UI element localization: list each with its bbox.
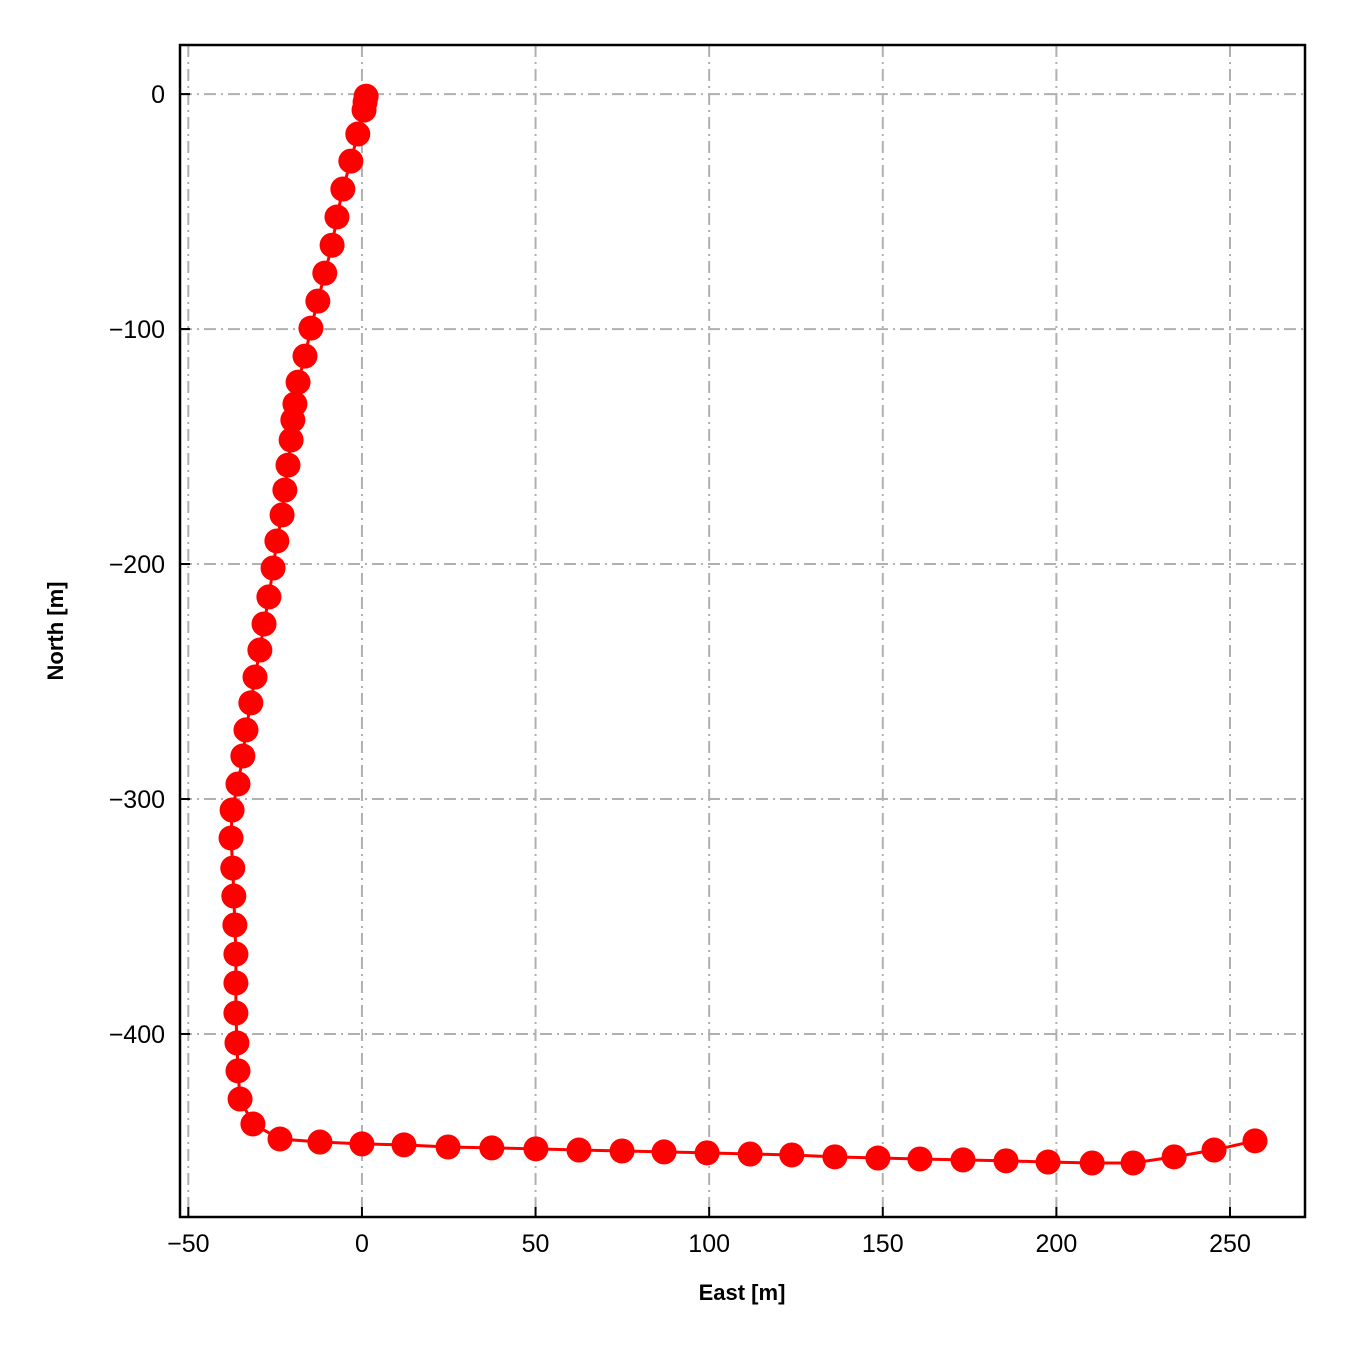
x-tick-label: 250	[1209, 1230, 1251, 1258]
trajectory-point	[221, 883, 247, 909]
trajectory-point	[391, 1132, 417, 1158]
y-tick-label: 0	[151, 81, 165, 109]
trajectory-point	[225, 1058, 251, 1084]
trajectory-point	[238, 690, 264, 716]
trajectory-point	[305, 288, 331, 314]
trajectory-point	[566, 1137, 592, 1163]
trajectory-point	[218, 825, 244, 851]
trajectory-point	[338, 148, 364, 174]
x-axis-label: East [m]	[699, 1280, 786, 1305]
trajectory-point	[260, 555, 286, 581]
trajectory-point	[292, 343, 318, 369]
trajectory-point	[609, 1138, 635, 1164]
x-tick-label: 50	[522, 1230, 550, 1258]
trajectory-point	[230, 743, 256, 769]
y-tick-label: −300	[109, 786, 165, 814]
x-tick-label: 100	[688, 1230, 730, 1258]
trajectory-point	[822, 1144, 848, 1170]
trajectory-point	[233, 717, 259, 743]
series-trajectory	[218, 83, 1268, 1176]
trajectory-point	[351, 97, 377, 123]
trajectory-point	[220, 855, 246, 881]
trajectory-point	[435, 1134, 461, 1160]
x-tick-label: 150	[862, 1230, 904, 1258]
x-tick-label: −50	[167, 1230, 209, 1258]
trajectory-point	[267, 1126, 293, 1152]
trajectory-point	[223, 941, 249, 967]
trajectory-point	[298, 315, 324, 341]
trajectory-line	[229, 95, 1256, 1165]
trajectory-point	[1242, 1128, 1268, 1154]
trajectory-point	[227, 1086, 253, 1112]
y-axis-label: North [m]	[43, 582, 68, 681]
trajectory-point	[256, 584, 282, 610]
trajectory-point	[242, 664, 268, 690]
trajectory-point	[1201, 1137, 1227, 1163]
trajectory-point	[1120, 1150, 1146, 1176]
trajectory-point	[264, 528, 290, 554]
trajectory-point	[865, 1145, 891, 1171]
trajectory-point	[651, 1139, 677, 1165]
trajectory-point	[223, 1000, 249, 1026]
trajectory-point	[349, 1131, 375, 1157]
trajectory-point	[312, 260, 338, 286]
trajectory-point	[269, 502, 295, 528]
ticks: −50 0 50 100 150 200 250 0 −100 −200 −300 −400	[109, 81, 1251, 1258]
trajectory-point	[779, 1142, 805, 1168]
x-tick-label: 0	[355, 1230, 369, 1258]
trajectory-point	[307, 1129, 333, 1155]
trajectory-point	[224, 1030, 250, 1056]
trajectory-point	[240, 1111, 266, 1137]
trajectory-point	[278, 427, 304, 453]
trajectory-point	[523, 1136, 549, 1162]
y-tick-label: −400	[109, 1021, 165, 1049]
trajectory-point	[247, 637, 273, 663]
trajectory-point	[285, 369, 311, 395]
plot-frame	[178, 43, 1307, 1219]
trajectory-point	[993, 1148, 1019, 1174]
trajectory-point	[219, 797, 245, 823]
trajectory-point	[345, 121, 371, 147]
trajectory-point	[272, 477, 298, 503]
trajectory-point	[907, 1146, 933, 1172]
trajectory-point	[950, 1147, 976, 1173]
trajectory-point	[319, 232, 345, 258]
trajectory-point	[737, 1141, 763, 1167]
trajectory-point	[324, 204, 350, 230]
grid	[180, 45, 1305, 1217]
trajectory-point	[479, 1135, 505, 1161]
trajectory-point	[222, 912, 248, 938]
trajectory-point	[275, 452, 301, 478]
y-tick-label: −100	[109, 316, 165, 344]
trajectory-point	[1035, 1149, 1061, 1175]
trajectory-point	[330, 176, 356, 202]
trajectory-point	[694, 1140, 720, 1166]
x-tick-label: 200	[1036, 1230, 1078, 1258]
trajectory-point	[1079, 1150, 1105, 1176]
trajectory-point	[1161, 1144, 1187, 1170]
trajectory-point	[223, 970, 249, 996]
y-tick-label: −200	[109, 551, 165, 579]
trajectory-point	[225, 771, 251, 797]
trajectory-point	[280, 407, 306, 433]
trajectory-point	[251, 611, 277, 637]
